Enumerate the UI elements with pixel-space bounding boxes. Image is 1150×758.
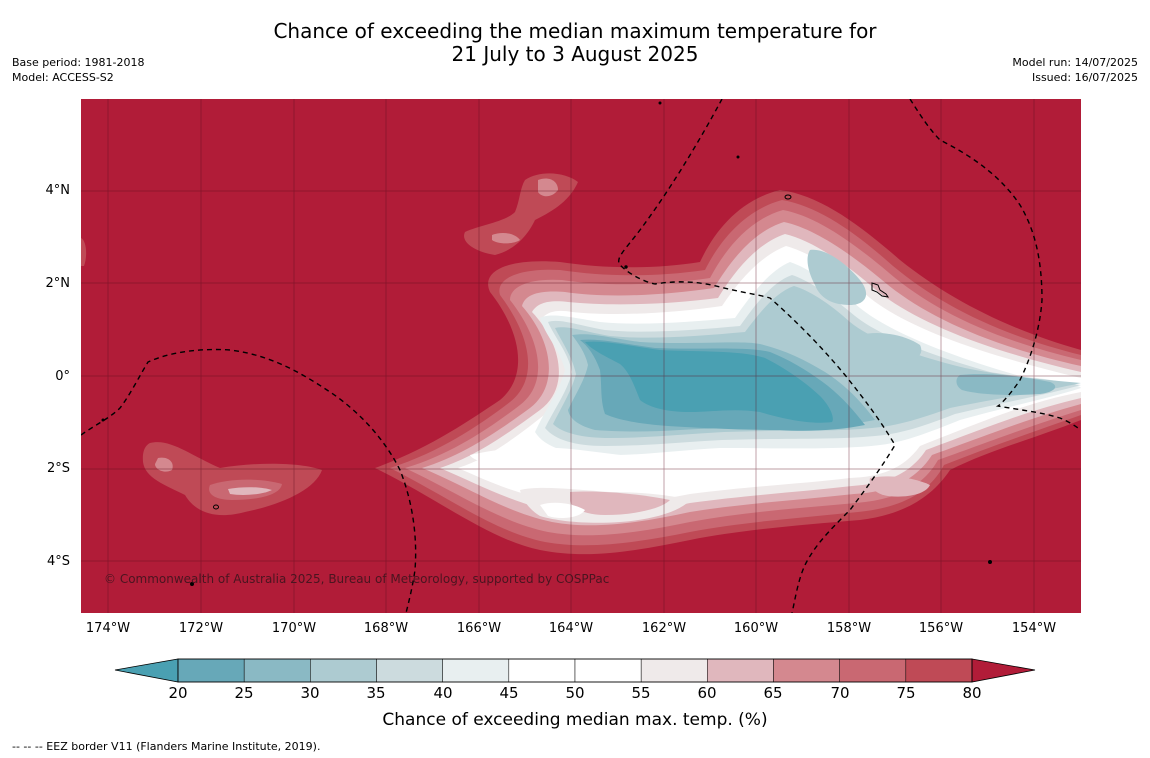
anomaly-patch-west — [142, 442, 322, 516]
lat-label-2s: 2°S — [46, 461, 70, 476]
colorbar-tick-30: 30 — [300, 684, 320, 702]
colorbar-tick-35: 35 — [366, 684, 386, 702]
colorbar-tick-20: 20 — [168, 684, 188, 702]
lon-label-156w: 156°W — [918, 621, 964, 636]
lon-label-164w: 164°W — [548, 621, 594, 636]
colorbar-high-extension — [971, 658, 1036, 683]
lon-label-168w: 168°W — [363, 621, 409, 636]
colorbar-tick-40: 40 — [433, 684, 453, 702]
colorbar-tick-80: 80 — [962, 684, 982, 702]
anomaly-patch-north — [464, 173, 578, 255]
eez-legend-note: -- -- -- EEZ border V11 (Flanders Marine… — [12, 740, 321, 753]
lon-label-160w: 160°W — [733, 621, 779, 636]
anomaly-main — [375, 190, 1081, 555]
base-period-text: Base period: 1981-2018 — [12, 56, 145, 69]
lon-label-162w: 162°W — [641, 621, 687, 636]
colorbar-cell — [640, 658, 708, 683]
lat-label-2n: 2°N — [45, 276, 71, 291]
colorbar-cell — [376, 658, 443, 683]
model-run-text: Model run: 14/07/2025 — [1012, 56, 1138, 69]
islands — [101, 101, 992, 586]
map-title-line-1: Chance of exceeding the median maximum t… — [273, 19, 877, 43]
colorbar-cell — [773, 658, 840, 683]
lat-label-4s: 4°S — [46, 554, 70, 569]
colorbar-cell — [905, 658, 973, 683]
colorbar-tick-25: 25 — [234, 684, 254, 702]
colorbar-cell — [442, 658, 510, 683]
colorbar-tick-45: 45 — [499, 684, 519, 702]
lon-label-158w: 158°W — [826, 621, 872, 636]
colorbar-cell — [574, 658, 642, 683]
lon-label-166w: 166°W — [456, 621, 502, 636]
colorbar-cell — [707, 658, 774, 683]
graticule — [81, 99, 1081, 613]
copyright-notice: © Commonwealth of Australia 2025, Bureau… — [104, 572, 610, 586]
colorbar-tick-60: 60 — [697, 684, 717, 702]
colorbar — [114, 658, 1036, 683]
colorbar-cell — [177, 658, 245, 683]
map-title-line-2: 21 July to 3 August 2025 — [451, 42, 699, 66]
meta-right: Model run: 14/07/2025 Issued: 16/07/2025 — [1012, 55, 1138, 85]
colorbar-tick-75: 75 — [896, 684, 916, 702]
model-text: Model: ACCESS-S2 — [12, 71, 114, 84]
colorbar-tick-55: 55 — [631, 684, 651, 702]
lon-label-172w: 172°W — [178, 621, 224, 636]
colorbar-cell — [310, 658, 377, 683]
colorbar-cell — [839, 658, 907, 683]
colorbar-tick-65: 65 — [763, 684, 783, 702]
colorbar-low-extension — [114, 658, 179, 683]
colorbar-cell — [243, 658, 311, 683]
lon-label-170w: 170°W — [271, 621, 317, 636]
anomaly-patch-edge — [81, 238, 87, 266]
lon-label-154w: 154°W — [1011, 621, 1057, 636]
colorbar-cell — [508, 658, 576, 683]
meta-left: Base period: 1981-2018 Model: ACCESS-S2 — [12, 55, 144, 85]
colorbar-tick-70: 70 — [830, 684, 850, 702]
colorbar-title: Chance of exceeding median max. temp. (%… — [382, 710, 768, 730]
colorbar-tick-50: 50 — [565, 684, 585, 702]
lat-label-0: 0° — [55, 369, 70, 384]
issued-text: Issued: 16/07/2025 — [1031, 71, 1138, 84]
eez-borders — [81, 99, 1081, 613]
lon-label-174w: 174°W — [85, 621, 131, 636]
lat-label-4n: 4°N — [45, 183, 71, 198]
